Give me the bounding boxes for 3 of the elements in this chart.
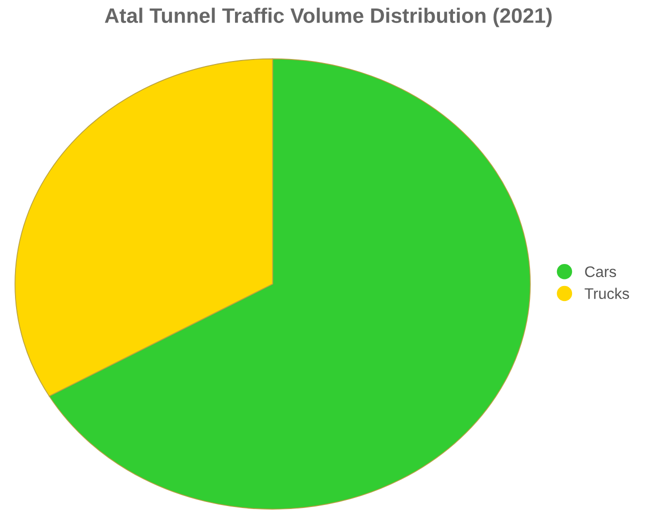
legend-label: Trucks — [584, 288, 630, 300]
chart-title: Atal Tunnel Traffic Volume Distribution (2021) — [104, 8, 552, 28]
legend-label: Cars — [585, 266, 616, 278]
